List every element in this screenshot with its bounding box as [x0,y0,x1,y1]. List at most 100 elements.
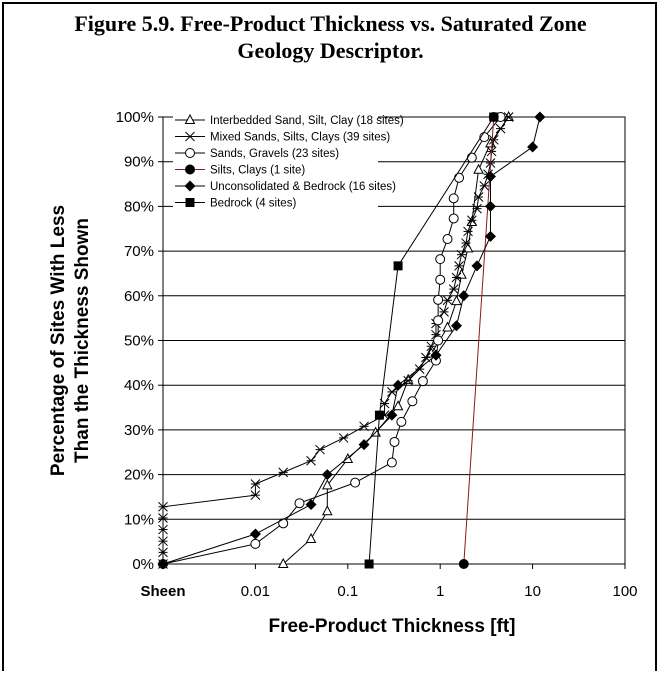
data-point [407,396,418,407]
legend-label: Sands, Gravels (23 sites) [210,148,339,160]
data-point [386,457,397,468]
x-tick-label: 1 [436,583,444,600]
data-point [433,294,444,305]
data-point [185,164,195,175]
data-point [392,379,404,391]
legend-item: Mixed Sands, Silts, Clays (39 sites) [173,128,390,145]
data-point [484,200,496,212]
series-line [463,116,495,565]
legend-label: Silts, Clays (1 site) [210,165,305,177]
data-point [442,321,453,332]
data-point [305,532,317,543]
data-point [448,284,459,294]
data-point [185,131,195,142]
data-point [392,400,404,411]
data-point [451,272,462,283]
legend-item: Unconsolidated & Bedrock (16 sites) [173,178,396,195]
data-point [184,113,196,124]
data-point [503,112,514,122]
y-tick-label: 80% [124,198,154,215]
y-tick-label: 60% [124,288,154,305]
data-point [278,467,289,478]
data-point [466,215,477,226]
data-point [321,479,333,490]
data-point [403,375,414,386]
series-5 [364,112,499,569]
data-point [472,203,482,214]
data-point [338,433,349,443]
data-point [454,260,464,271]
data-point [250,490,261,501]
legend-item-bg [173,112,378,129]
data-point [417,376,428,387]
data-point [305,499,317,511]
data-point [358,439,370,451]
legend-item: Silts, Clays (1 site) [173,161,378,178]
data-point [458,290,470,302]
x-tick-label: Sheen [140,583,185,600]
data-point [461,238,471,248]
data-point [473,192,484,202]
y-tick-label: 30% [124,422,154,439]
data-point [527,141,539,153]
data-point [158,524,168,535]
data-point [484,230,496,242]
y-tick-label: 90% [124,154,154,171]
data-point [158,547,168,558]
data-point [433,315,444,326]
x-tick-label: 0.01 [241,583,270,600]
data-point [350,477,361,488]
series-line [368,116,495,565]
data-point [158,536,168,547]
x-tick-label: 100 [612,583,637,600]
data-point [454,172,465,183]
data-point [158,501,168,512]
y-axis-label-line-1: Percentage of Sites With Less [48,205,69,476]
legend-label: Mixed Sands, Silts, Clays (39 sites) [210,132,390,144]
y-tick-label: 100% [116,109,154,126]
legend-item-bg [173,128,378,145]
legend-label: Unconsolidated & Bedrock (16 sites) [210,181,396,193]
data-point [489,112,499,122]
data-point [503,110,514,121]
data-point [430,349,442,361]
data-point [466,152,477,163]
data-point [484,170,496,182]
data-point [435,254,446,265]
legend-item-bg [173,145,378,162]
data-point [473,163,484,174]
y-tick-label: 10% [124,511,154,528]
data-point [364,559,374,569]
figure-title-line-2: Geology Descriptor. [237,38,424,63]
data-point [448,193,459,204]
data-point [451,295,462,306]
data-point [294,498,305,509]
data-point [433,335,444,346]
x-tick-label: 0.1 [337,583,358,600]
figure-title: Figure 5.9. Free-Product Thickness vs. S… [0,10,661,64]
legend-item: Bedrock (4 sites) [173,194,378,211]
x-axis-label: Free-Product Thickness [ft] [268,616,515,637]
data-point [306,455,316,466]
x-tick-label: 10 [524,583,541,600]
legend-item: Sands, Gravels (23 sites) [173,145,378,162]
data-point [389,436,400,447]
data-point [185,148,195,158]
data-point [249,528,261,540]
data-point [479,180,490,191]
y-axis-label-line-2: Than the Thickness Shown [72,218,93,463]
data-point [456,249,467,260]
data-point [463,226,473,237]
data-point [534,111,546,123]
data-point [158,513,168,523]
legend-item: Interbedded Sand, Silt, Clay (18 sites) [173,112,404,129]
data-point [321,505,333,516]
data-point [185,198,195,207]
data-point [458,559,469,569]
data-point [442,234,453,245]
data-point [387,387,397,397]
data-point [386,409,398,421]
data-point [488,134,499,145]
